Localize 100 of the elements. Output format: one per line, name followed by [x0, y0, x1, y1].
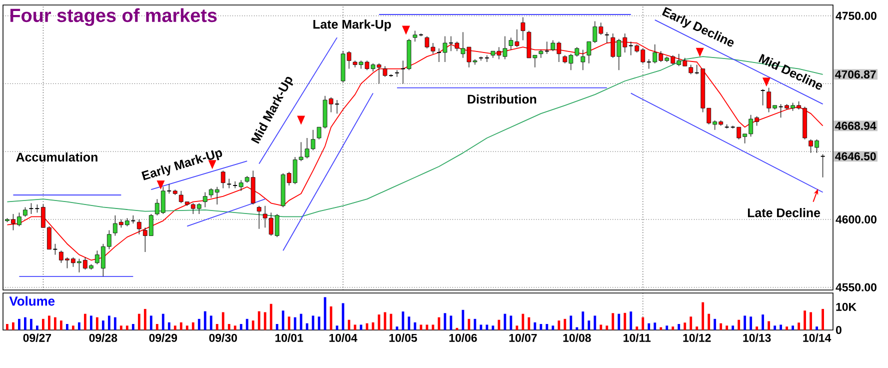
candlestick — [23, 206, 28, 218]
bar — [192, 322, 194, 330]
x-tick-label: 10/11 — [624, 334, 651, 342]
bar — [66, 324, 68, 330]
text: 4706.87 — [835, 70, 876, 78]
x-tick-label: 10/07 — [509, 334, 537, 342]
bar — [54, 317, 56, 330]
bar — [42, 318, 44, 330]
y-tick-label: 4750.00 — [836, 12, 876, 20]
bar — [654, 322, 656, 330]
bar — [702, 302, 704, 330]
bar — [690, 316, 692, 330]
chart-title: Four stages of markets — [10, 8, 217, 26]
bar — [222, 312, 224, 330]
bar — [606, 326, 608, 330]
bar — [210, 316, 212, 330]
bar — [792, 326, 794, 330]
annotation: Accumulation — [16, 152, 98, 162]
bar — [726, 326, 728, 330]
bar — [174, 326, 176, 330]
x-tick-label: 10/13 — [743, 334, 771, 342]
annotation: Late Decline — [748, 208, 820, 218]
bar — [102, 320, 104, 330]
bar — [150, 316, 152, 330]
x-tick-label: 10/14 — [803, 334, 832, 342]
x-tick-label: 10/06 — [449, 334, 477, 342]
bar — [78, 322, 80, 330]
bar — [552, 326, 554, 330]
bar — [684, 322, 686, 330]
bar — [588, 320, 590, 330]
bar — [198, 318, 200, 330]
bar — [318, 316, 320, 330]
bar — [564, 318, 566, 330]
bar — [714, 318, 716, 330]
bar — [546, 324, 548, 330]
bar — [786, 326, 788, 330]
y-tick-label: 4550.00 — [836, 283, 876, 292]
bar — [18, 318, 20, 330]
bar — [162, 314, 164, 330]
bar — [90, 316, 92, 330]
chart-title: Volume — [9, 296, 55, 306]
bar — [582, 312, 584, 330]
annotation: Distribution — [468, 94, 536, 104]
bar — [276, 324, 278, 330]
bar — [648, 323, 650, 330]
bar — [696, 326, 698, 330]
bar — [672, 326, 674, 330]
candlestick — [136, 219, 142, 235]
bar — [264, 312, 266, 330]
bar — [816, 326, 818, 330]
bar — [108, 316, 110, 330]
x-tick-label: 10/01 — [275, 334, 304, 342]
bar — [570, 316, 572, 330]
bar — [168, 322, 170, 330]
candlestick — [604, 32, 610, 44]
bar — [24, 317, 26, 330]
bar — [300, 314, 302, 330]
bar — [618, 314, 620, 330]
bar — [120, 326, 122, 330]
bar — [288, 316, 290, 330]
candlestick — [688, 64, 694, 75]
text: 4646.50 — [835, 152, 876, 160]
bar — [132, 324, 134, 330]
x-tick-label: 09/28 — [89, 334, 118, 342]
bar — [96, 317, 98, 330]
bar — [636, 326, 638, 330]
bar — [774, 326, 776, 330]
x-tick-label: 10/05 — [389, 334, 418, 342]
bar — [612, 313, 614, 330]
bar — [768, 321, 770, 330]
candlestick — [520, 16, 526, 41]
bar — [624, 312, 626, 330]
candlestick — [394, 70, 400, 78]
annotation: Late Mark-Up — [313, 20, 391, 32]
candlestick — [28, 202, 34, 214]
candlestick — [256, 206, 262, 230]
bar — [60, 320, 62, 330]
bar — [666, 326, 668, 330]
bar — [312, 316, 314, 330]
bar — [138, 314, 140, 330]
bar — [732, 326, 734, 330]
bar — [804, 310, 806, 330]
bar — [30, 318, 32, 330]
candlestick — [580, 49, 586, 70]
bar — [240, 324, 242, 330]
bar — [294, 317, 296, 330]
bar — [246, 318, 248, 330]
x-tick-label: 09/27 — [23, 334, 52, 342]
candlestick — [820, 154, 826, 178]
bar — [642, 317, 644, 330]
bar — [630, 312, 632, 330]
x-tick-label: 09/29 — [149, 334, 178, 342]
bar — [204, 311, 206, 330]
bar — [750, 316, 752, 330]
candlestick — [478, 56, 484, 61]
candlestick — [760, 88, 766, 106]
bar — [48, 316, 50, 330]
bar — [144, 308, 146, 330]
candlestick — [220, 170, 226, 189]
candlestick — [238, 180, 244, 192]
